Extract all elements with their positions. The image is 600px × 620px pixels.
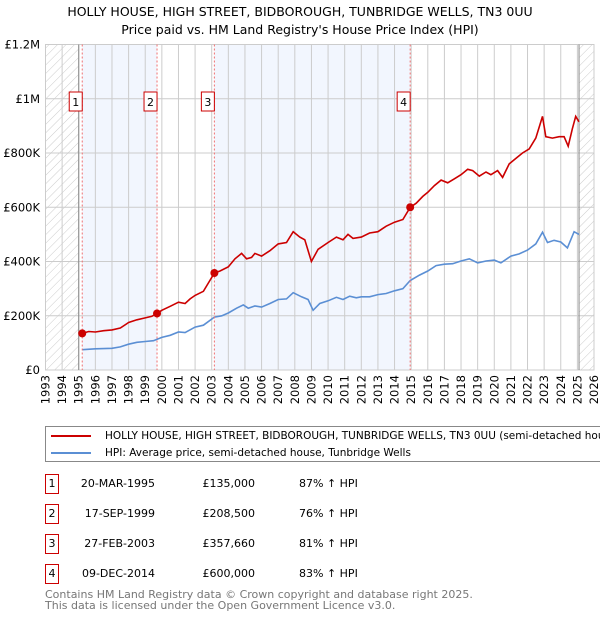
sale-date: 17-SEP-1999 (84, 507, 155, 520)
sale-row: 4 09-DEC-2014 £600,000 83% ↑ HPI (45, 564, 445, 584)
x-tick-label: 1998 (122, 375, 136, 404)
sale-date: 27-FEB-2003 (84, 537, 155, 550)
y-tick-label: £200K (3, 309, 40, 323)
sale-badge: 3 (45, 534, 59, 554)
sale-badge: 4 (45, 564, 59, 584)
sale-row: 3 27-FEB-2003 £357,660 81% ↑ HPI (45, 534, 445, 554)
x-tick-label: 2017 (437, 375, 451, 404)
x-tick-label: 2012 (354, 375, 368, 404)
x-tick-label: 2025 (570, 375, 584, 404)
sale-marker-label: 2 (147, 96, 154, 109)
y-tick-label: £0 (25, 363, 40, 377)
footer-copyright: Contains HM Land Registry data © Crown c… (45, 588, 473, 601)
legend-red-line (51, 435, 91, 437)
x-tick-label: 1996 (88, 375, 102, 404)
y-tick-label: £400K (3, 255, 40, 269)
x-tick-label: 2006 (255, 375, 269, 404)
x-tick-label: 2000 (155, 375, 169, 404)
x-tick-label: 2018 (454, 375, 468, 404)
legend-label: HPI: Average price, semi-detached house,… (105, 447, 411, 459)
sale-price: £600,000 (202, 567, 256, 580)
sale-hpi-change: 83% ↑ HPI (299, 567, 358, 580)
x-tick-label: 2009 (304, 375, 318, 404)
sale-marker-box (68, 91, 83, 112)
sale-badge: 1 (45, 474, 59, 494)
sale-hpi-change: 76% ↑ HPI (299, 507, 358, 520)
sale-hpi-change: 87% ↑ HPI (299, 477, 358, 490)
x-tick-label: 2007 (271, 375, 285, 404)
sale-date: 20-MAR-1995 (80, 477, 155, 490)
sale-marker-box (200, 91, 215, 112)
plot-border (45, 44, 595, 371)
sale-point (406, 203, 415, 212)
x-tick-label: 2014 (388, 375, 402, 404)
sale-price: £135,000 (202, 477, 256, 490)
sale-hpi-change: 81% ↑ HPI (299, 537, 358, 550)
x-tick-label: 2001 (171, 375, 185, 404)
x-tick-label: 2019 (471, 375, 485, 404)
x-tick-label: 1995 (72, 375, 86, 404)
x-tick-label: 2023 (537, 375, 551, 404)
x-tick-label: 1994 (55, 375, 69, 404)
sale-point (210, 268, 219, 277)
x-tick-label: 2021 (504, 375, 518, 404)
x-tick-label: 2004 (221, 375, 235, 404)
x-tick-label: 2011 (338, 375, 352, 404)
x-tick-label: 2022 (521, 375, 535, 404)
legend-item-hpi: HPI: Average price, semi-detached house,… (46, 445, 411, 461)
sale-badge: 2 (45, 504, 59, 524)
x-tick-label: 2015 (404, 375, 418, 404)
sale-price: £208,500 (202, 507, 256, 520)
hpi-line (82, 230, 580, 351)
x-tick-label: 2016 (421, 375, 435, 404)
y-tick-label: £800K (3, 146, 40, 160)
x-tick-label: 1999 (138, 375, 152, 404)
x-tick-label: 2002 (188, 375, 202, 404)
x-tick-label: 2020 (487, 375, 501, 404)
x-tick-label: 2010 (321, 375, 335, 404)
footer: Contains HM Land Registry data © Crown c… (45, 589, 473, 611)
y-tick-label: £1M (15, 92, 40, 106)
sale-point (78, 329, 87, 338)
x-tick-label: 2003 (205, 375, 219, 404)
sale-date: 09-DEC-2014 (81, 567, 155, 580)
sale-marker-label: 3 (204, 96, 211, 109)
y-tick-label: £600K (3, 200, 40, 214)
legend: HOLLY HOUSE, HIGH STREET, BIDBOROUGH, TU… (45, 426, 600, 462)
sale-point (153, 309, 162, 318)
sale-marker-box (396, 91, 411, 112)
x-tick-label: 1993 (39, 375, 53, 404)
sale-marker-box (143, 91, 158, 112)
legend-label: HOLLY HOUSE, HIGH STREET, BIDBOROUGH, TU… (105, 430, 600, 442)
sale-row: 1 20-MAR-1995 £135,000 87% ↑ HPI (45, 474, 445, 494)
sale-price: £357,660 (202, 537, 256, 550)
sale-marker-label: 4 (400, 96, 407, 109)
chart-title: HOLLY HOUSE, HIGH STREET, BIDBOROUGH, TU… (67, 4, 533, 19)
x-tick-label: 1997 (105, 375, 119, 404)
price-chart: 1 2 3 4 1993 1994 1995 1996 1997 1998 1999 2000 2001… (3, 38, 600, 405)
x-tick-label: 2024 (554, 375, 568, 404)
legend-blue-line (51, 452, 91, 454)
x-tick-label: 2013 (371, 375, 385, 404)
x-tick-label: 2008 (288, 375, 302, 404)
sale-marker-label: 1 (72, 96, 79, 109)
price-paid-line (81, 114, 580, 335)
y-tick-label: £1.2M (4, 38, 40, 52)
legend-item-property: HOLLY HOUSE, HIGH STREET, BIDBOROUGH, TU… (46, 428, 600, 444)
sale-row: 2 17-SEP-1999 £208,500 76% ↑ HPI (45, 504, 445, 524)
chart-subtitle: Price paid vs. HM Land Registry's House … (121, 22, 479, 37)
footer-licence: This data is licensed under the Open Gov… (45, 599, 396, 612)
x-tick-label: 2026 (587, 375, 600, 404)
x-tick-label: 2005 (238, 375, 252, 404)
